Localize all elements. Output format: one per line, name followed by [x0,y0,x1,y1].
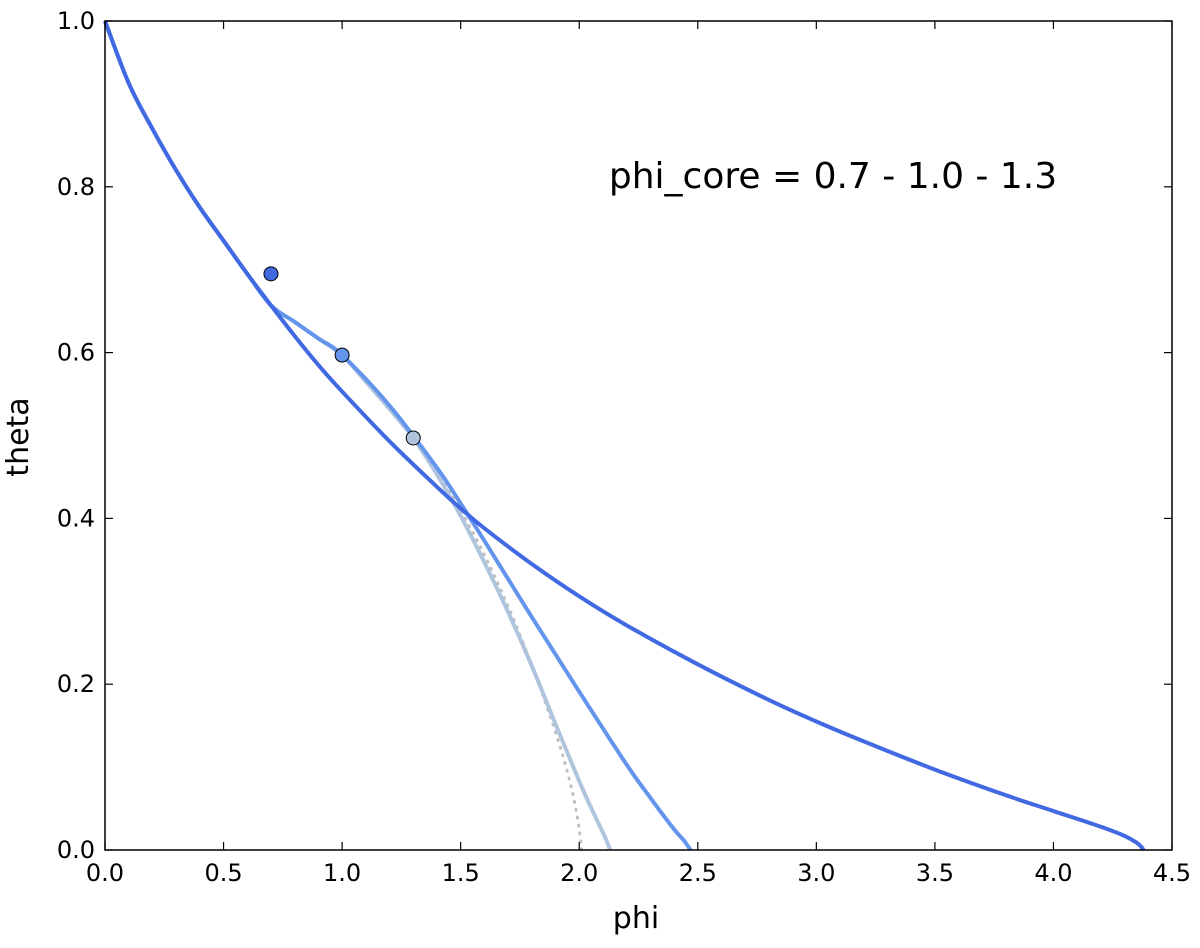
chart-annotation: phi_core = 0.7 - 1.0 - 1.3 [609,156,1057,197]
x-tick-label: 3.5 [916,859,954,887]
y-axis-label: theta [1,397,36,476]
plot-frame [104,20,1173,851]
y-tick-label: 0.2 [57,670,95,698]
series-line-2 [103,20,612,851]
x-tick-label: 2.0 [560,859,598,887]
y-tick-label: 0.0 [57,836,95,864]
series-line-3 [411,436,584,852]
x-axis-label: phi [613,901,659,936]
series-line-1 [103,20,693,852]
y-tick-label: 0.8 [57,173,95,201]
core-point-marker-0 [263,266,279,282]
y-tick-label: 0.4 [57,504,95,532]
x-tick-label: 1.0 [323,859,361,887]
series-line-0 [103,20,1146,852]
curves-layer [103,20,1146,852]
x-axis-ticks: 0.0 0.5 1.0 1.5 2.0 2.5 3.0 3.5 4.0 4.5 [86,21,1191,887]
x-tick-label: 4.5 [1153,859,1191,887]
x-tick-label: 4.0 [1034,859,1072,887]
y-tick-label: 0.6 [57,339,95,367]
x-tick-label: 0.0 [86,859,124,887]
x-tick-label: 3.0 [797,859,835,887]
y-tick-label: 1.0 [57,7,95,35]
markers-layer [263,266,421,446]
x-tick-label: 0.5 [204,859,242,887]
core-point-marker-1 [334,347,350,363]
core-point-marker-2 [405,430,421,446]
y-axis-ticks: 0.0 0.2 0.4 0.6 0.8 1.0 [57,7,1172,864]
x-tick-label: 2.5 [679,859,717,887]
x-tick-label: 1.5 [442,859,480,887]
